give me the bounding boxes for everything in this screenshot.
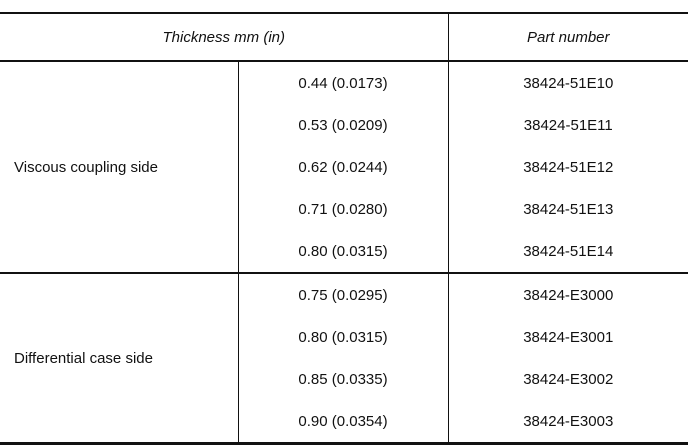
group-label: Differential case side [0, 272, 238, 445]
thickness-cell: 0.80 (0.0315) [237, 230, 448, 273]
table-body: Viscous coupling side 0.44 (0.0173) 38424-… [0, 60, 688, 445]
thickness-cell: 0.44 (0.0173) [237, 60, 448, 104]
part-number-cell: 38424-51E11 [447, 104, 688, 146]
table-row: 0.62 (0.0244) 38424-51E12 [0, 146, 688, 188]
thickness-cell: 0.75 (0.0295) [237, 272, 448, 316]
table-row: 0.80 (0.0315) 38424-E3001 [0, 316, 688, 358]
table-row: 0.71 (0.0280) 38424-51E13 [0, 188, 688, 230]
part-number-cell: 38424-E3003 [447, 400, 688, 445]
header-cell: Part number [447, 12, 688, 62]
group-label: Viscous coupling side [0, 60, 238, 273]
thickness-cell: 0.53 (0.0209) [237, 104, 448, 146]
table-row: 0.90 (0.0354) 38424-E3003 [0, 400, 688, 445]
thickness-cell: 0.71 (0.0280) [237, 188, 448, 230]
thickness-cell: 0.90 (0.0354) [237, 400, 448, 445]
part-number-cell: 38424-E3002 [447, 358, 688, 400]
parts-table: Thickness mm (in) Part number Viscous co… [0, 12, 688, 445]
table-row: 0.53 (0.0209) 38424-51E11 [0, 104, 688, 146]
part-number-cell: 38424-E3001 [447, 316, 688, 358]
table-row: 0.80 (0.0315) 38424-51E14 [0, 230, 688, 273]
thickness-cell: 0.80 (0.0315) [237, 316, 448, 358]
part-number-cell: 38424-51E13 [447, 188, 688, 230]
part-number-cell: 38424-51E12 [447, 146, 688, 188]
thickness-cell: 0.85 (0.0335) [237, 358, 448, 400]
header-cell: Thickness mm (in) [0, 12, 448, 62]
part-number-cell: 38424-51E14 [447, 230, 688, 273]
table-head: Thickness mm (in) Part number [0, 12, 688, 62]
table-row: Differential case side 0.75 (0.0295) 38424… [0, 272, 688, 445]
header-row: Thickness mm (in) Part number [0, 12, 688, 62]
part-number-cell: 38424-E3000 [447, 272, 688, 316]
table-row: Viscous coupling side 0.44 (0.0173) 38424-… [0, 60, 688, 273]
thickness-cell: 0.62 (0.0244) [237, 146, 448, 188]
table-row: 0.85 (0.0335) 38424-E3002 [0, 358, 688, 400]
part-number-cell: 38424-51E10 [447, 60, 688, 104]
